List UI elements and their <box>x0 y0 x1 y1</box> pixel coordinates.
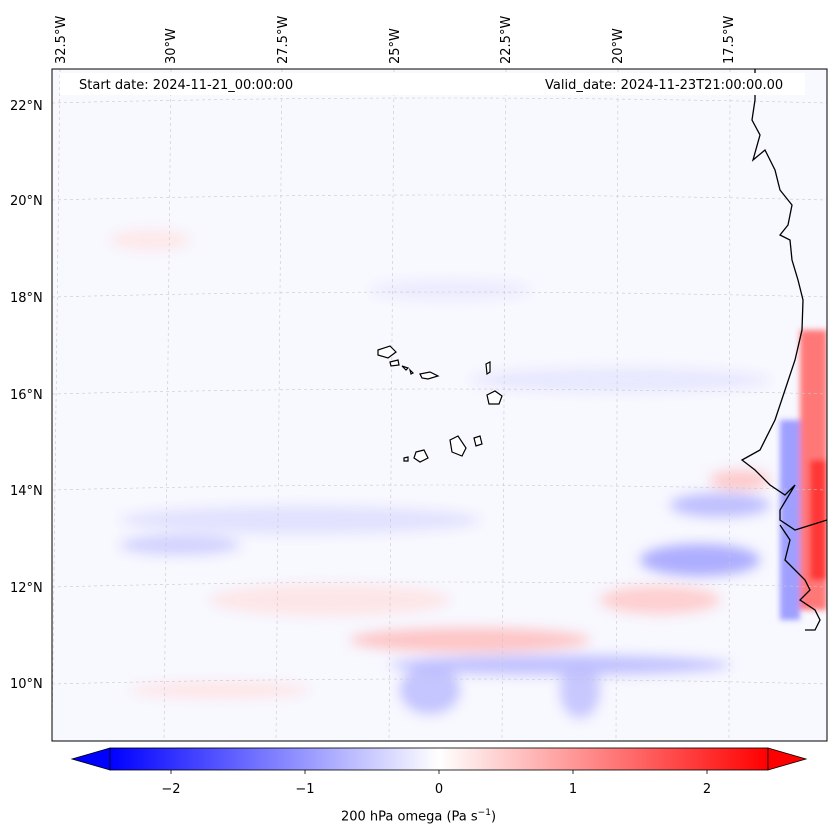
lon-label-32-5w: 32.5°W <box>54 15 69 64</box>
colorbar-extend-min <box>70 747 111 771</box>
colorbar-title-text: 200 hPa omega (Pa s <box>340 809 478 825</box>
colorbar-tick-label: 1 <box>568 782 578 797</box>
colorbar-tick-label: 2 <box>702 782 712 797</box>
colorbar-tick-label: −1 <box>295 782 315 797</box>
colorbar-body <box>109 747 769 771</box>
colorbar-title: 200 hPa omega (Pa s−1) <box>0 808 837 824</box>
colorbar-title-unit-exponent: −1 <box>477 808 491 818</box>
colorbar-title-close: ) <box>490 809 497 825</box>
lat-label-18n: 18°N <box>10 291 43 306</box>
lat-label-22n: 22°N <box>10 99 43 114</box>
colorbar-tick-label: −2 <box>161 782 181 797</box>
valid-date-label: Valid_date: 2024-11-23T21:00:00.00 <box>545 78 784 93</box>
africa-coastline <box>740 69 827 631</box>
omega-field <box>110 230 827 718</box>
colorbar <box>70 747 808 774</box>
map-frame <box>51 68 828 742</box>
cape-verde-islands <box>377 345 503 463</box>
lat-label-16n: 16°N <box>10 388 43 403</box>
colorbar-extend-max <box>767 747 808 771</box>
lat-label-14n: 14°N <box>10 484 43 499</box>
lat-label-10n: 10°N <box>10 677 43 692</box>
start-date-label: Start date: 2024-11-21_00:00:00 <box>79 78 294 93</box>
graticule <box>52 69 827 741</box>
lat-label-20n: 20°N <box>10 194 43 209</box>
lon-label-17-5w: 17.5°W <box>722 15 737 64</box>
lon-label-20w: 20°W <box>611 28 626 64</box>
lon-label-25w: 25°W <box>388 28 403 64</box>
lat-label-12n: 12°N <box>10 581 43 596</box>
colorbar-tick-label: 0 <box>434 782 444 797</box>
lon-label-22-5w: 22.5°W <box>499 15 514 64</box>
lon-label-30w: 30°W <box>164 28 179 64</box>
header-strip <box>60 73 805 95</box>
lon-label-27-5w: 27.5°W <box>276 15 291 64</box>
